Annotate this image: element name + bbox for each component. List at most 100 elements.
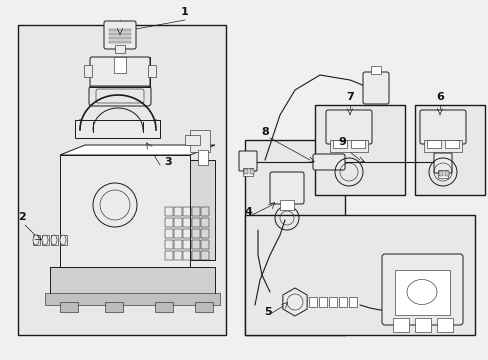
Bar: [84, 65, 92, 77]
Bar: [114, 57, 126, 73]
Text: 4: 4: [244, 207, 251, 217]
FancyBboxPatch shape: [90, 57, 150, 87]
Bar: [192, 207, 200, 216]
Text: 6: 6: [435, 92, 443, 102]
Bar: [50, 267, 215, 295]
Bar: [183, 251, 191, 260]
Bar: [318, 297, 326, 307]
Bar: [444, 140, 458, 148]
FancyBboxPatch shape: [325, 110, 371, 144]
Bar: [444, 171, 448, 176]
Bar: [190, 160, 215, 260]
Bar: [436, 318, 452, 332]
Bar: [174, 229, 182, 238]
Bar: [201, 229, 208, 238]
Bar: [192, 251, 200, 260]
Bar: [51, 235, 58, 245]
Bar: [109, 32, 131, 35]
Bar: [75, 120, 160, 138]
Bar: [437, 170, 447, 178]
Bar: [329, 140, 367, 152]
Bar: [174, 251, 182, 260]
FancyBboxPatch shape: [381, 254, 462, 325]
Bar: [105, 302, 123, 312]
Bar: [332, 140, 346, 148]
Bar: [350, 140, 364, 148]
Bar: [394, 270, 449, 315]
Bar: [184, 135, 200, 145]
Bar: [183, 207, 191, 216]
Bar: [243, 168, 252, 176]
Bar: [164, 229, 173, 238]
Text: 1: 1: [181, 7, 188, 17]
Bar: [195, 302, 213, 312]
Bar: [314, 105, 404, 195]
Bar: [244, 215, 474, 335]
Polygon shape: [60, 145, 215, 155]
Text: 7: 7: [346, 92, 353, 102]
Bar: [18, 25, 225, 335]
Bar: [42, 235, 49, 245]
Bar: [414, 105, 484, 195]
Text: 8: 8: [261, 127, 268, 137]
Ellipse shape: [60, 235, 66, 245]
Bar: [192, 229, 200, 238]
Bar: [280, 200, 293, 210]
Bar: [201, 251, 208, 260]
FancyBboxPatch shape: [239, 151, 257, 171]
Bar: [164, 240, 173, 249]
Bar: [414, 318, 430, 332]
Bar: [183, 229, 191, 238]
Bar: [109, 28, 131, 31]
Bar: [109, 36, 131, 39]
FancyBboxPatch shape: [312, 154, 345, 170]
Bar: [192, 240, 200, 249]
Bar: [249, 169, 253, 174]
Bar: [174, 218, 182, 227]
Text: 2: 2: [18, 212, 26, 222]
FancyBboxPatch shape: [362, 72, 388, 104]
Bar: [109, 41, 131, 43]
Bar: [115, 45, 125, 53]
Bar: [192, 218, 200, 227]
Bar: [164, 218, 173, 227]
Bar: [174, 207, 182, 216]
FancyBboxPatch shape: [269, 172, 304, 204]
Ellipse shape: [42, 235, 48, 245]
Bar: [201, 218, 208, 227]
Bar: [90, 57, 150, 87]
Bar: [328, 297, 336, 307]
Text: 5: 5: [264, 307, 271, 317]
Bar: [183, 240, 191, 249]
Text: 3: 3: [164, 157, 171, 167]
Bar: [201, 240, 208, 249]
Bar: [392, 318, 408, 332]
Bar: [308, 297, 316, 307]
Bar: [155, 302, 173, 312]
Text: 9: 9: [337, 137, 345, 147]
Bar: [164, 251, 173, 260]
Ellipse shape: [51, 235, 57, 245]
Bar: [45, 293, 220, 305]
Bar: [148, 65, 156, 77]
FancyBboxPatch shape: [419, 110, 465, 144]
Bar: [60, 155, 190, 270]
Bar: [33, 235, 40, 245]
Bar: [164, 207, 173, 216]
Bar: [183, 218, 191, 227]
Bar: [201, 207, 208, 216]
Bar: [60, 302, 78, 312]
Bar: [190, 130, 209, 152]
Bar: [174, 240, 182, 249]
Bar: [423, 140, 461, 152]
FancyBboxPatch shape: [104, 21, 136, 49]
Bar: [198, 150, 207, 165]
Ellipse shape: [33, 235, 39, 245]
Bar: [370, 66, 380, 74]
Bar: [60, 235, 67, 245]
Bar: [438, 171, 442, 176]
Bar: [426, 140, 440, 148]
Bar: [348, 297, 356, 307]
FancyBboxPatch shape: [433, 153, 451, 173]
Bar: [244, 140, 345, 335]
